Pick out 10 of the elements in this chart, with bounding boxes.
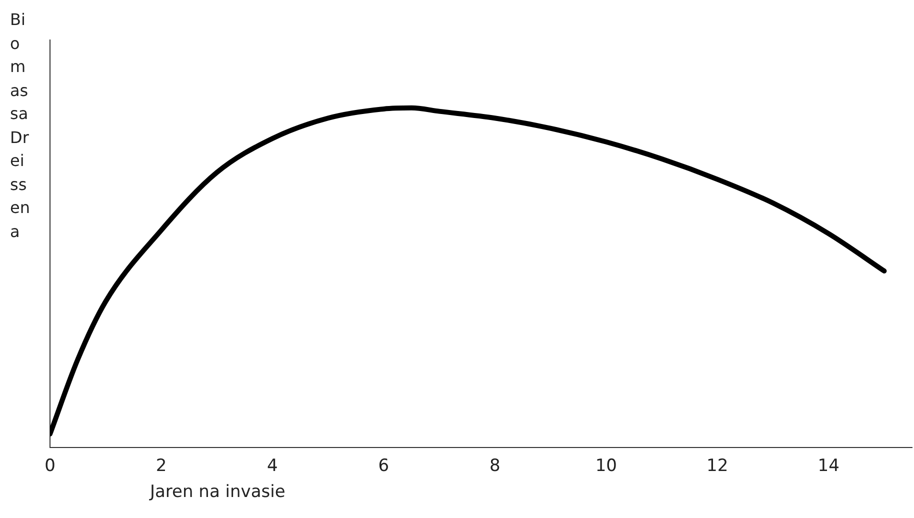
x-axis-title: Jaren na invasie [150,482,286,502]
x-tick-label: 0 [44,456,56,476]
x-tick-label: 8 [489,456,500,476]
x-tick-label: 10 [595,456,617,476]
x-tick-label: 4 [267,456,278,476]
x-tick-label: 14 [818,456,840,476]
x-tick-label: 2 [156,456,167,476]
x-tick-label: 12 [706,456,728,476]
x-tick-label: 6 [378,456,390,476]
text: Biomassa Dreissena [10,10,30,240]
